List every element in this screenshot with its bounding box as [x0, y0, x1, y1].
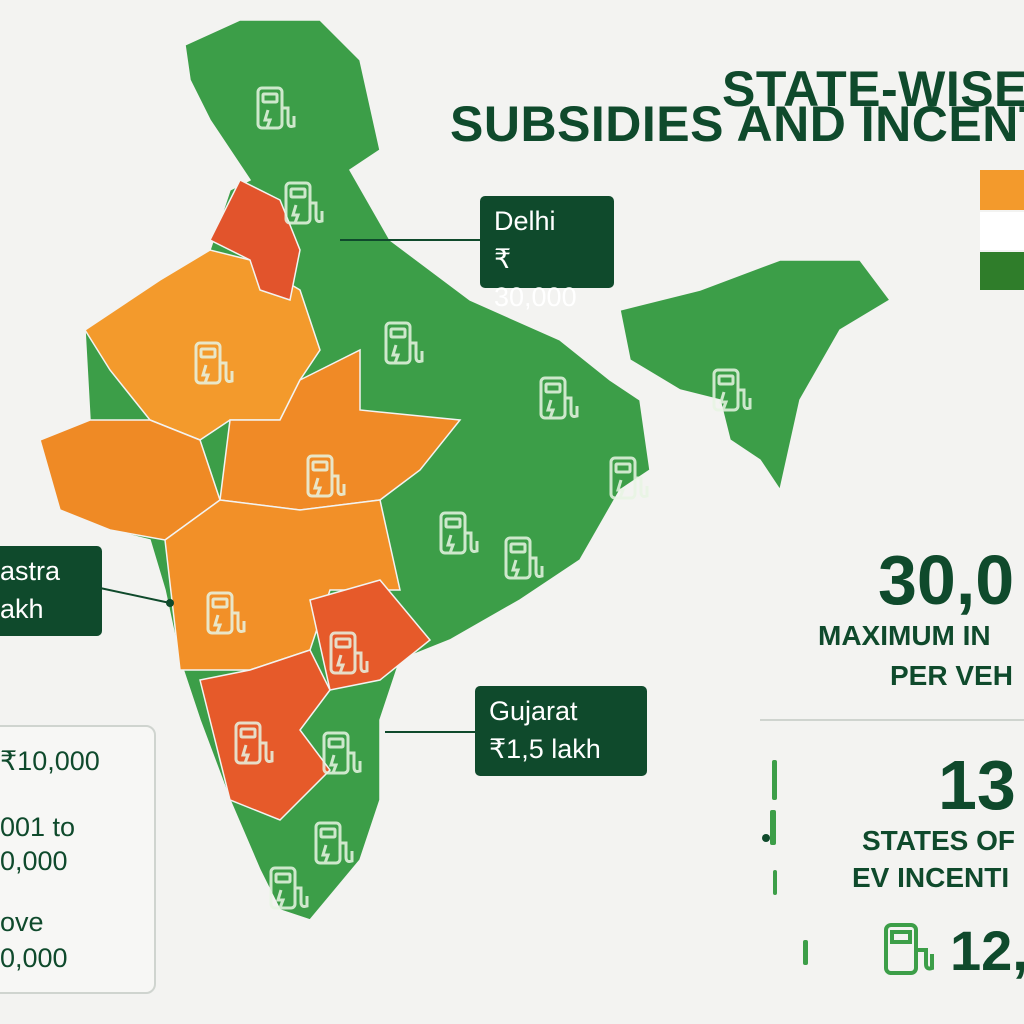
title-line-2: SUBSIDIES AND INCENTIVES — [450, 96, 1024, 152]
stat-label: STATES OF — [862, 825, 1015, 856]
stat-figure: 30,0 — [878, 541, 1015, 619]
legend-item: ₹10,000 — [0, 746, 100, 776]
stat-label: PER VEH — [890, 660, 1013, 691]
callout-state: Delhi — [494, 206, 556, 236]
callout: Delhi ₹ 30,000 — [480, 196, 614, 312]
connectors — [99, 239, 1024, 733]
callout-state: Gujarat — [489, 696, 578, 726]
stat-figure: 12, — [950, 919, 1024, 982]
title-line-1: STATE-WISE — [722, 61, 1024, 117]
stat-figure: 13 — [938, 746, 1016, 824]
legend: ₹10,000 001 to 0,000 ove 0,000 — [0, 725, 156, 994]
callout-amount: ₹ 30,000 — [494, 244, 577, 312]
callout-amount: ₹1,5 lakh — [489, 734, 601, 764]
northeast — [619, 259, 892, 492]
legend-item: ove — [0, 907, 44, 937]
callout-amount: akh — [0, 594, 44, 624]
callout: Gujarat ₹1,5 lakh — [475, 686, 647, 776]
callout: astra akh — [0, 546, 102, 636]
karnataka — [199, 649, 331, 821]
islands — [770, 760, 808, 965]
legend-item: 0,000 — [0, 943, 68, 973]
legend-item: 0,000 — [0, 846, 68, 876]
legend-item: 001 to — [0, 812, 76, 842]
regions — [39, 19, 892, 921]
stat-label: MAXIMUM IN — [818, 620, 991, 651]
stat-icon — [884, 923, 934, 975]
haryana — [208, 178, 301, 301]
flag — [980, 170, 1024, 290]
callout-state: astra — [0, 556, 61, 586]
stat-label: EV INCENTI — [852, 862, 1010, 893]
